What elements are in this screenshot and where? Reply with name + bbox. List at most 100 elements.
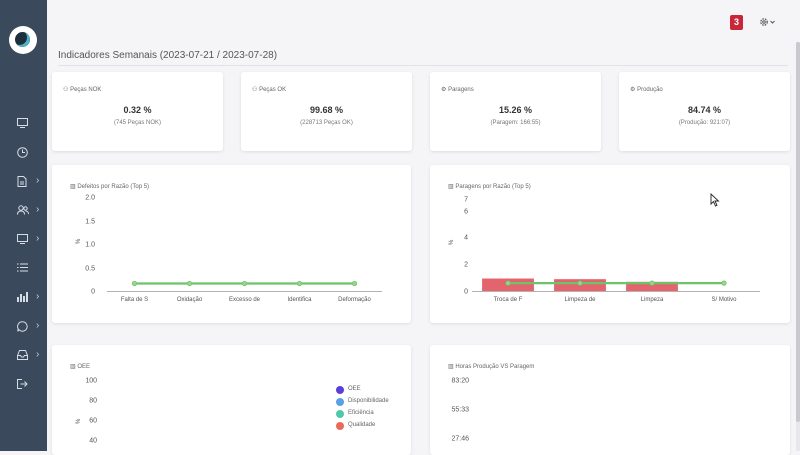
settings-menu[interactable] bbox=[758, 15, 778, 29]
kpi-label-text: Paragens bbox=[448, 87, 474, 93]
legend-label: Qualidade bbox=[348, 422, 376, 428]
legend-label: OEE bbox=[348, 386, 361, 392]
chart-card-defeitos: ▥ Defeitos por Razão (Top 5) 2.0 1.5 1.0 0.… bbox=[52, 165, 411, 323]
x-tick-label: Limpeza de bbox=[564, 297, 596, 303]
kpi-label-text: Peças OK bbox=[259, 87, 287, 93]
y-tick-label: 0 bbox=[91, 289, 95, 296]
user-icon: ⚇ bbox=[252, 87, 258, 93]
legend-label: Eficiência bbox=[348, 410, 374, 416]
y-tick-label: 4 bbox=[464, 235, 468, 242]
legend-dot bbox=[336, 386, 344, 394]
bar-chart-icon: ▥ bbox=[448, 364, 454, 370]
scrollbar[interactable] bbox=[796, 42, 800, 451]
x-tick-label: Falta de S bbox=[121, 297, 148, 303]
kpi-value: 99.68 % bbox=[309, 105, 344, 115]
kpi-label: ⚙ Paragens bbox=[441, 86, 474, 93]
kpi-label-text: Produção bbox=[637, 87, 663, 93]
kpi-label-text: Peças NOK bbox=[70, 87, 102, 93]
x-tick-label: Identifica bbox=[287, 297, 312, 303]
line-point bbox=[186, 280, 193, 287]
kpi-card-paragens: ⚙ Paragens 15.26 % (Paragem: 166:55) bbox=[430, 72, 601, 151]
line-point bbox=[577, 280, 583, 286]
line-point bbox=[296, 280, 303, 287]
sidebar-item-documents[interactable]: › bbox=[0, 172, 47, 192]
y-tick-label: 7 bbox=[464, 197, 468, 204]
kpi-sub: (745 Peças NOK) bbox=[113, 120, 162, 126]
y-tick-label: 27:46 bbox=[451, 436, 469, 443]
y-tick-label: 1.0 bbox=[85, 242, 95, 249]
y-tick-label: 1.5 bbox=[85, 219, 95, 226]
sidebar-item-machines[interactable]: › bbox=[0, 230, 47, 250]
y-axis-label: % bbox=[76, 418, 82, 424]
chevron-right-icon: › bbox=[36, 349, 40, 360]
divider bbox=[58, 65, 788, 66]
x-tick-label: S/ Motivo bbox=[711, 297, 737, 303]
sidebar-item-users[interactable]: › bbox=[0, 201, 47, 221]
bar-chart-icon: ▥ bbox=[70, 364, 76, 370]
sidebar-item-logout[interactable] bbox=[0, 375, 47, 395]
chart-title-text: Paragens por Razão (Top 5) bbox=[455, 184, 531, 190]
user-icon: ⚇ bbox=[63, 87, 69, 93]
sidebar-item-reports[interactable]: › bbox=[0, 288, 47, 308]
kpi-value: 0.32 % bbox=[123, 105, 152, 115]
chart-title-text: Horas Produção VS Paragem bbox=[455, 364, 535, 370]
chart-legend: OEE Disponibilidade Eficiência Qualidade bbox=[336, 385, 406, 435]
legend-dot bbox=[336, 422, 344, 430]
app-logo[interactable] bbox=[9, 26, 37, 54]
chart-card-oee: ▥ OEE 10080604020% OEE Disponibilidade E… bbox=[52, 345, 411, 455]
chart-title-text: Defeitos por Razão (Top 5) bbox=[77, 184, 150, 190]
x-tick-label: Limpeza bbox=[641, 297, 664, 303]
gear-icon: ⚙ bbox=[441, 87, 447, 93]
y-tick-label: 0.5 bbox=[85, 266, 95, 273]
clock-icon bbox=[17, 147, 28, 158]
y-tick-label: 40 bbox=[89, 438, 97, 445]
kpi-sub: (Paragem: 166:55) bbox=[490, 120, 541, 126]
chart-card-paragens: ▥ Paragens por Razão (Top 5) 7 6 4 2 0% Troca… bbox=[430, 165, 790, 323]
chevron-right-icon: › bbox=[36, 320, 40, 331]
chevron-right-icon: › bbox=[36, 233, 40, 244]
sidebar-item-list[interactable] bbox=[0, 259, 47, 279]
line-point bbox=[649, 280, 655, 286]
y-tick-label: 6 bbox=[464, 209, 468, 216]
y-tick-label: 80 bbox=[89, 398, 97, 405]
chevron-right-icon: › bbox=[36, 204, 40, 215]
chart-title: ▥ Paragens por Razão (Top 5) bbox=[448, 183, 531, 190]
users-icon bbox=[17, 205, 29, 215]
chart-title: ▥ Horas Produção VS Paragem bbox=[448, 363, 534, 370]
sidebar-item-history[interactable] bbox=[0, 143, 47, 163]
logout-icon bbox=[17, 379, 28, 389]
x-tick-label: Oxidação bbox=[177, 297, 203, 303]
oee-chart: 10080604020% bbox=[76, 378, 97, 445]
sidebar-item-dashboard[interactable] bbox=[0, 114, 47, 134]
sidebar-item-inbox[interactable]: › bbox=[0, 346, 47, 366]
notification-badge[interactable]: 3 bbox=[730, 15, 743, 30]
monitor-icon bbox=[17, 118, 28, 128]
y-tick-label: 2 bbox=[464, 262, 468, 269]
legend-label: Disponibilidade bbox=[348, 398, 389, 404]
bar-chart-icon: ▥ bbox=[448, 184, 454, 190]
sidebar-item-messages[interactable]: › bbox=[0, 317, 47, 337]
kpi-sub: (Produção: 921:07) bbox=[678, 120, 731, 126]
y-tick-label: 100 bbox=[85, 378, 97, 385]
legend-dot bbox=[336, 410, 344, 418]
y-tick-label: 55:33 bbox=[451, 407, 469, 414]
list-icon bbox=[17, 263, 28, 272]
chart-title: ▥ OEE bbox=[70, 363, 90, 370]
kpi-label: ⚇ Peças OK bbox=[252, 86, 286, 93]
line-point bbox=[241, 280, 248, 287]
chat-icon bbox=[17, 321, 28, 332]
defeitos-chart: 2.0 1.5 1.0 0.5 0% Falta de S Oxidação Excesso … bbox=[76, 195, 382, 303]
scrollbar-thumb[interactable] bbox=[796, 42, 800, 422]
horas-chart: 83:20 55:33 27:46 bbox=[451, 378, 469, 443]
kpi-card-pecas-ok: ⚇ Peças OK 99.68 % (228713 Peças OK) bbox=[241, 72, 412, 151]
page-title: Indicadores Semanais (2023-07-21 / 2023-… bbox=[58, 50, 278, 61]
line-point bbox=[505, 280, 511, 286]
y-tick-label: 0 bbox=[464, 289, 468, 296]
x-tick-label: Troca de F bbox=[494, 297, 523, 303]
gear-icon bbox=[760, 18, 775, 26]
y-axis-label: % bbox=[449, 239, 455, 245]
line-point bbox=[721, 280, 727, 286]
monitor-icon bbox=[17, 234, 28, 244]
sidebar: › › › › › › bbox=[0, 0, 47, 451]
bar-chart-icon bbox=[17, 292, 28, 302]
